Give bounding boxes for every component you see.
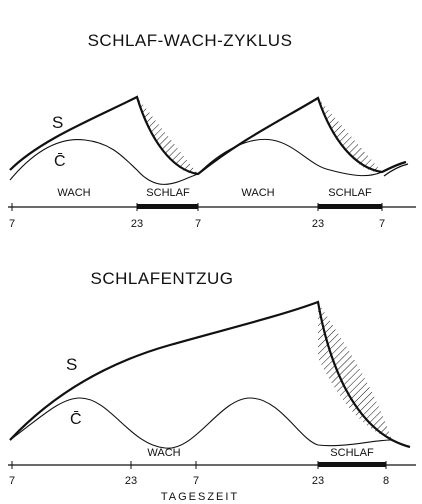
top-tick-label-5: 7 (379, 218, 385, 230)
top-label-s: S (52, 113, 63, 132)
bottom-label-s: S (66, 355, 77, 374)
top-sleep-bar-1 (137, 204, 198, 209)
top-phase-schlaf-2: SCHLAF (328, 187, 372, 199)
top-s-tail (383, 163, 409, 177)
bottom-hatch-area (318, 302, 392, 440)
top-s-curve (9, 95, 407, 176)
top-hatch-area-2 (318, 98, 382, 173)
bottom-sleep-bar (318, 462, 386, 467)
bottom-phase-schlaf: SCHLAF (330, 447, 374, 459)
bottom-tick-label-3: 7 (193, 475, 199, 487)
bottom-tick-label-5: 8 (383, 475, 389, 487)
bottom-s-curve (9, 300, 411, 449)
bottom-label-c: C̄ (70, 411, 82, 428)
top-phase-schlaf-1: SCHLAF (146, 187, 190, 199)
top-sleep-bar-2 (318, 204, 382, 209)
bottom-title: SCHLAFENTZUG (91, 269, 234, 288)
top-phase-wach-1: WACH (57, 187, 90, 199)
top-title: SCHLAF-WACH-ZYKLUS (88, 31, 293, 50)
top-tick-label-3: 7 (195, 218, 201, 230)
top-label-c: C̄ (54, 153, 66, 170)
bottom-tick-label-4: 23 (312, 475, 324, 487)
top-tick-label-4: 23 (312, 218, 324, 230)
top-hatch-area-1 (137, 97, 198, 175)
xaxis-label: TAGESZEIT (161, 491, 239, 503)
top-tick-label-2: 23 (131, 218, 143, 230)
top-c-curve (9, 138, 383, 185)
bottom-phase-wach: WACH (147, 447, 180, 459)
top-tick-label-1: 7 (9, 218, 15, 230)
top-phase-wach-2: WACH (241, 187, 274, 199)
bottom-tick-label-1: 7 (9, 475, 15, 487)
bottom-tick-label-2: 23 (125, 475, 137, 487)
bottom-c-curve (9, 397, 393, 449)
